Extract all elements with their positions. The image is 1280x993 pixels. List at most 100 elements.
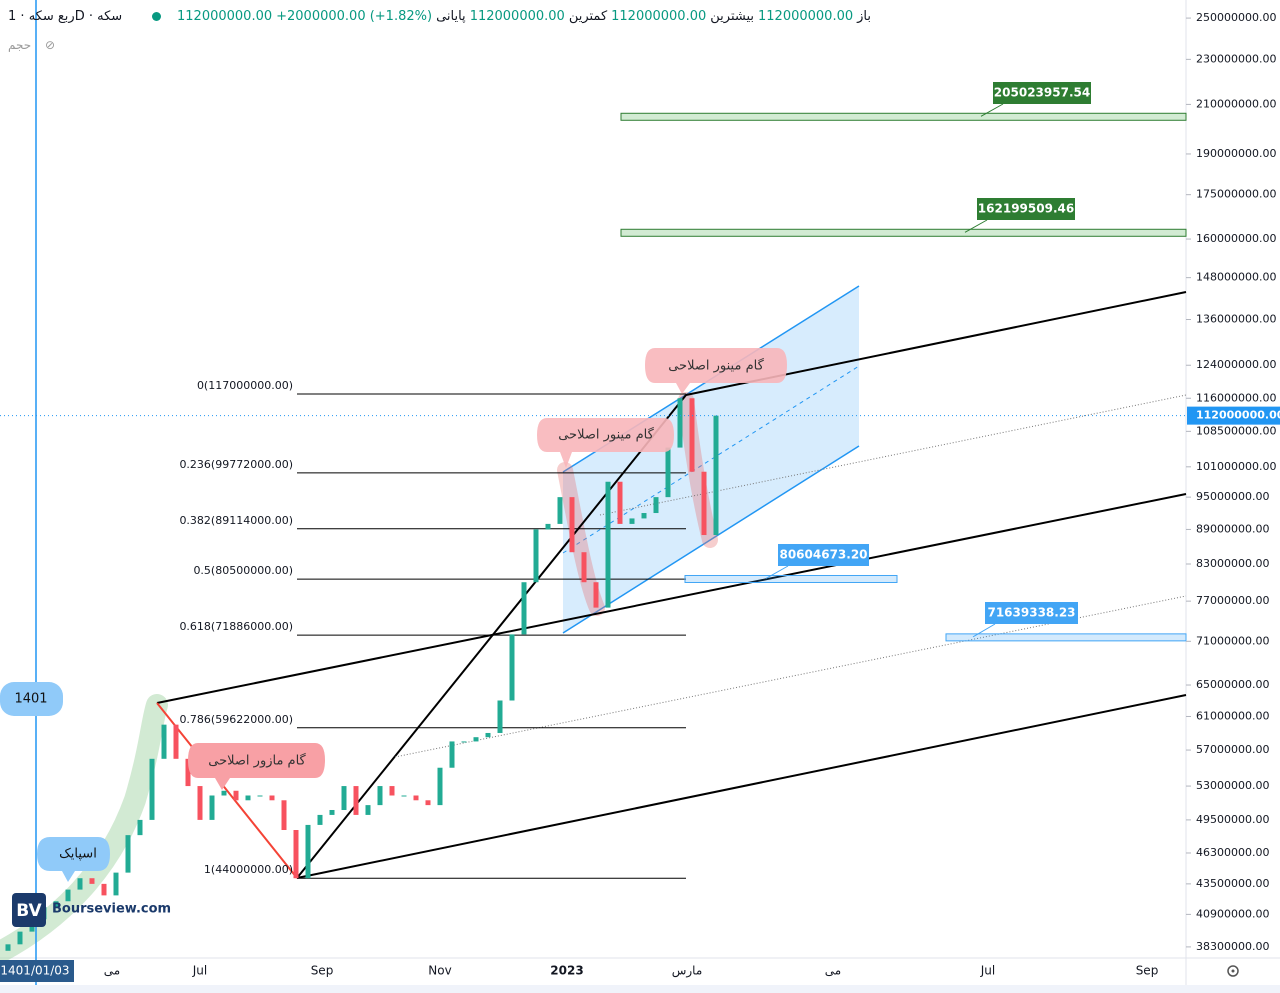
drawing-layer: 0(117000000.00) 0.236(99772000.00) 0.382(8… <box>5 82 1187 951</box>
candle-body <box>557 497 563 524</box>
y-tick-label: 108500000.00 <box>1196 424 1276 437</box>
candle-body <box>65 889 71 902</box>
candle-body <box>305 824 311 879</box>
zone-label-bg <box>985 602 1078 624</box>
candle-body <box>197 786 203 820</box>
candle-body <box>701 471 707 536</box>
fib-label: 0.5(80500000.00) <box>193 564 293 577</box>
trend-line <box>296 394 687 879</box>
callout: گام مینور اصلاحی <box>537 418 674 468</box>
y-tick-label: 40900000.00 <box>1196 907 1269 920</box>
change: +2000000.00 (+1.82%) <box>276 9 433 24</box>
y-tick-label: 148000000.00 <box>1196 271 1276 284</box>
volume[interactable]: حجم ⊘ <box>8 38 55 52</box>
y-tick-label: 89000000.00 <box>1196 522 1269 535</box>
date-marker-label-bg <box>0 960 74 982</box>
fib-label: 0.786(59622000.00) <box>179 713 293 726</box>
candle-body <box>53 901 59 908</box>
candle-body <box>473 737 479 742</box>
candle-body <box>377 786 383 806</box>
x-tick-label: Nov <box>428 964 451 978</box>
zone-label: 205023957.54 <box>994 86 1090 100</box>
y-tick-label: 175000000.00 <box>1196 188 1276 201</box>
y-tick-label: 160000000.00 <box>1196 232 1276 245</box>
zone-label-bg <box>778 544 869 566</box>
fib-label: 1(44000000.00) <box>204 863 293 876</box>
fib-label: 0.618(71886000.00) <box>179 620 293 633</box>
candle-body <box>209 795 215 820</box>
correction-highlight <box>678 392 718 548</box>
candle-body <box>89 878 95 884</box>
candle-body <box>365 805 371 815</box>
price-zone <box>945 633 1187 642</box>
x-tick-label: 2023 <box>550 964 583 978</box>
candle-body <box>605 481 611 608</box>
candle-body <box>461 741 467 743</box>
zone-label: 80604673.20 <box>779 548 867 562</box>
x-tick-label: مارس <box>672 964 703 979</box>
x-tick-label: Sep <box>311 964 334 978</box>
low-value: 112000000.00 <box>469 9 565 24</box>
callout: 1401 <box>0 682 63 716</box>
logo: BV Bourseview.com <box>12 893 171 927</box>
close-label: پایانی <box>436 9 466 24</box>
y-tick-label: 230000000.00 <box>1196 52 1276 65</box>
zone-pointer <box>765 565 789 579</box>
candle-body <box>389 786 395 796</box>
candle-body <box>641 513 647 519</box>
candle-body <box>401 795 407 797</box>
callout-text: گام مازور اصلاحی <box>208 753 306 769</box>
candle-body <box>713 415 719 536</box>
symbol: ربع سکه <box>28 9 75 24</box>
dotted-line <box>599 394 1187 516</box>
candle-body <box>353 786 359 815</box>
close-value: 112000000.00 <box>177 9 273 24</box>
exchange: سکه <box>97 9 123 24</box>
price-zone <box>620 112 1187 121</box>
candle-body <box>257 795 263 797</box>
candle-body <box>509 634 515 701</box>
y-tick-label: 46300000.00 <box>1196 846 1269 859</box>
channel-midline <box>562 365 860 554</box>
candle-body <box>653 497 659 514</box>
candle-body <box>665 447 671 498</box>
zone-label-bg <box>993 82 1091 104</box>
last-price-bg <box>1187 406 1280 425</box>
candle-body <box>677 398 683 448</box>
x-tick-label: Jul <box>980 964 995 978</box>
zone-label: 71639338.23 <box>987 606 1075 620</box>
candle-body <box>425 800 431 806</box>
bottom-bar <box>0 985 1280 993</box>
high-value: 112000000.00 <box>611 9 707 24</box>
y-tick-label: 77000000.00 <box>1196 594 1269 607</box>
settings-icon[interactable] <box>1227 965 1239 977</box>
y-tick-label: 57000000.00 <box>1196 743 1269 756</box>
zone-label-bg <box>977 198 1075 220</box>
zone-pointer <box>980 103 1004 117</box>
y-tick-label: 136000000.00 <box>1196 313 1276 326</box>
zone-pointer <box>972 623 996 638</box>
candle-body <box>269 795 275 801</box>
callout-text: اسپایک <box>59 847 97 862</box>
interval: 1D <box>8 9 85 24</box>
y-tick-label: 53000000.00 <box>1196 779 1269 792</box>
y-tick-label: 101000000.00 <box>1196 460 1276 473</box>
zone-pointer <box>964 219 988 233</box>
open-value: 112000000.00 <box>758 9 854 24</box>
candle-body <box>497 700 503 733</box>
candle-body <box>281 800 287 831</box>
last-price-label: 112000000.00 <box>1196 409 1280 422</box>
candle-body <box>569 497 575 553</box>
candle-body <box>233 790 239 801</box>
candle-body <box>221 790 227 796</box>
candle-body <box>437 767 443 806</box>
candle-body <box>137 819 143 836</box>
callout: گام مینور اصلاحی <box>645 348 787 394</box>
major-correction-line <box>156 702 298 879</box>
y-tick-label: 71000000.00 <box>1196 634 1269 647</box>
status-dot <box>152 12 161 21</box>
y-tick-label: 61000000.00 <box>1196 709 1269 722</box>
candle-body <box>449 741 455 768</box>
candle-body <box>533 529 539 583</box>
